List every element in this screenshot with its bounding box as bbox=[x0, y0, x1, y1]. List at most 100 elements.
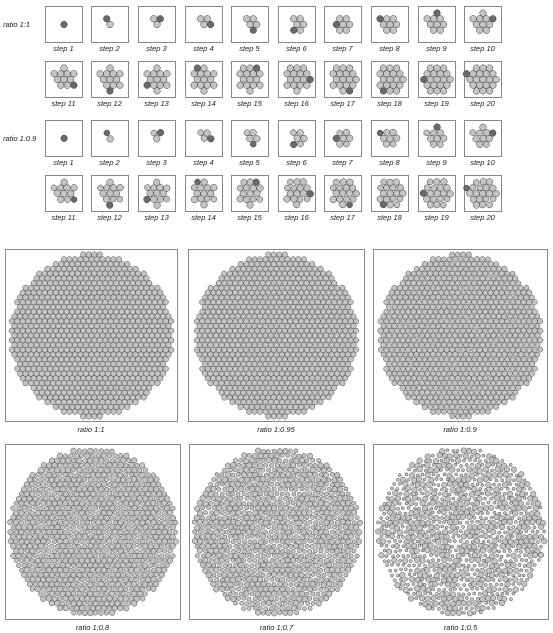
disk bbox=[492, 500, 497, 505]
disk bbox=[273, 557, 280, 564]
disk bbox=[126, 572, 132, 578]
disk bbox=[465, 375, 472, 382]
disk bbox=[391, 304, 398, 310]
disk bbox=[233, 496, 239, 501]
disk bbox=[107, 548, 113, 554]
disk bbox=[112, 586, 118, 592]
disk bbox=[476, 184, 484, 192]
disk bbox=[337, 476, 343, 483]
disk bbox=[415, 475, 422, 482]
disk bbox=[54, 591, 60, 597]
disk bbox=[99, 75, 107, 84]
disk bbox=[260, 610, 266, 616]
disk bbox=[327, 495, 332, 501]
disk bbox=[210, 70, 218, 78]
disk bbox=[248, 394, 255, 401]
disk bbox=[298, 476, 305, 483]
disk bbox=[161, 500, 168, 507]
disk bbox=[235, 323, 241, 329]
disk bbox=[462, 70, 471, 78]
disk bbox=[538, 505, 543, 510]
disk bbox=[301, 294, 307, 301]
packing-panel bbox=[189, 444, 365, 620]
disk bbox=[197, 129, 204, 136]
disk bbox=[277, 476, 282, 482]
disk bbox=[196, 538, 203, 545]
disk bbox=[173, 520, 179, 526]
disk bbox=[251, 380, 258, 387]
disk bbox=[196, 547, 203, 554]
disk bbox=[501, 323, 508, 329]
disk bbox=[338, 562, 343, 568]
disk bbox=[98, 466, 105, 473]
disk bbox=[479, 178, 487, 186]
disk bbox=[433, 384, 439, 391]
disk bbox=[104, 448, 110, 454]
disk bbox=[490, 389, 497, 396]
disk bbox=[320, 337, 327, 344]
disk bbox=[383, 15, 391, 23]
disk bbox=[219, 472, 225, 478]
disk bbox=[504, 327, 511, 334]
disk bbox=[526, 365, 533, 372]
disk bbox=[440, 509, 447, 516]
disk bbox=[393, 134, 401, 142]
disk bbox=[281, 394, 288, 401]
disk bbox=[247, 567, 252, 573]
disk bbox=[200, 562, 207, 569]
disk bbox=[278, 370, 285, 377]
disk bbox=[419, 361, 425, 367]
disk bbox=[524, 511, 529, 516]
disk bbox=[281, 251, 288, 258]
disk bbox=[277, 506, 283, 511]
disk bbox=[70, 447, 77, 454]
disk bbox=[64, 196, 71, 203]
disk bbox=[213, 294, 219, 301]
disk bbox=[145, 539, 151, 545]
disk bbox=[494, 478, 499, 483]
disk bbox=[482, 476, 489, 482]
disk bbox=[221, 385, 228, 391]
disk bbox=[84, 490, 91, 497]
disk bbox=[337, 534, 343, 540]
disk bbox=[57, 558, 63, 564]
disk bbox=[474, 332, 480, 339]
disk bbox=[199, 356, 206, 363]
disk bbox=[281, 384, 288, 391]
disk bbox=[346, 64, 354, 72]
disk bbox=[437, 520, 442, 524]
disk bbox=[27, 486, 33, 492]
disk bbox=[202, 342, 208, 348]
disk bbox=[233, 543, 239, 549]
disk bbox=[246, 313, 252, 320]
disk bbox=[279, 361, 286, 368]
disk bbox=[446, 323, 453, 329]
disk bbox=[457, 500, 464, 507]
disk bbox=[475, 472, 479, 477]
disk bbox=[221, 366, 228, 372]
disk bbox=[279, 389, 285, 396]
disk bbox=[117, 557, 123, 563]
disk bbox=[207, 380, 214, 387]
disk bbox=[416, 394, 423, 401]
disk bbox=[440, 461, 447, 468]
disk bbox=[91, 413, 98, 420]
disk bbox=[504, 299, 511, 305]
disk bbox=[307, 596, 313, 601]
disk bbox=[345, 548, 352, 555]
disk bbox=[210, 375, 217, 382]
disk bbox=[376, 195, 384, 203]
disk bbox=[504, 513, 511, 520]
disk bbox=[62, 500, 69, 507]
disk bbox=[146, 384, 153, 391]
disk bbox=[109, 572, 115, 578]
disk bbox=[337, 495, 344, 502]
disk bbox=[300, 134, 308, 143]
disk bbox=[213, 586, 220, 593]
disk bbox=[26, 514, 33, 521]
disk bbox=[213, 361, 219, 368]
disk bbox=[377, 184, 384, 192]
disk bbox=[265, 365, 272, 372]
disk bbox=[49, 495, 56, 502]
disk bbox=[43, 467, 49, 473]
